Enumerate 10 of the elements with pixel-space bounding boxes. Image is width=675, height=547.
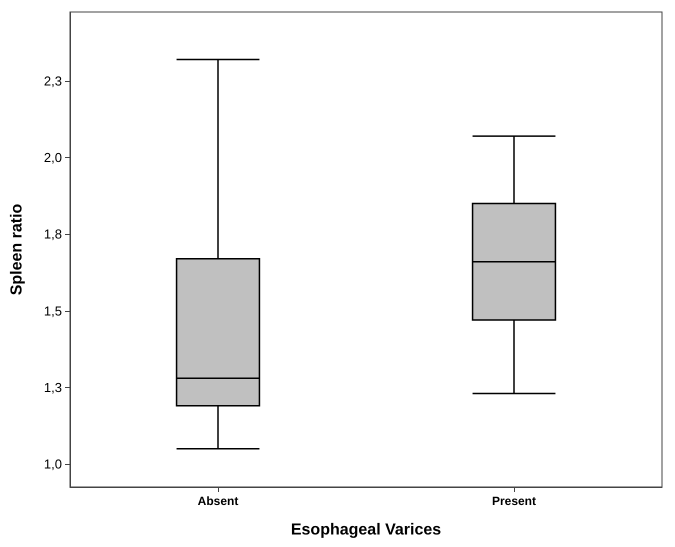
x-tick-label: Present — [492, 494, 536, 508]
y-axis-title: Spleen ratio — [8, 203, 26, 296]
y-tick-label: 2,3 — [44, 73, 62, 88]
x-tick-label: Absent — [198, 494, 238, 508]
y-tick-label: 1,0 — [44, 456, 62, 472]
y-tick-label: 1,8 — [44, 226, 62, 242]
y-tick-label: 2,0 — [44, 150, 62, 166]
y-tick-label: 1,5 — [44, 303, 62, 318]
y-tick-label: 1,3 — [44, 380, 62, 395]
x-axis-title: Esophageal Varices — [290, 522, 442, 538]
